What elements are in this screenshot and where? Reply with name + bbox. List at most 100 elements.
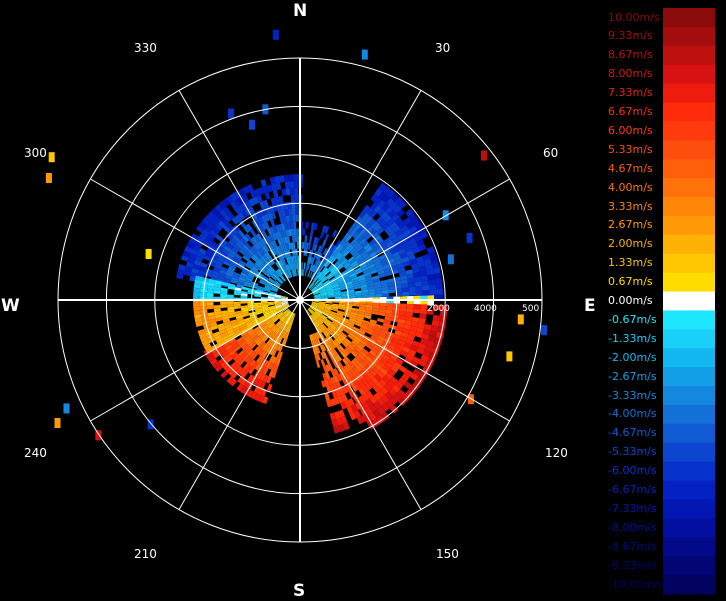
- velocity-bin: [274, 196, 280, 205]
- velocity-bin: [426, 309, 434, 315]
- velocity-bin: [269, 176, 276, 185]
- velocity-bin: [309, 229, 314, 237]
- velocity-bin: [320, 314, 327, 320]
- velocity-bin: [245, 321, 253, 326]
- velocity-bin: [409, 291, 417, 296]
- velocity-bin: [287, 256, 291, 264]
- velocity-bin: [208, 278, 216, 284]
- legend-label: -2.67m/s: [608, 369, 657, 383]
- velocity-bin: [248, 271, 256, 277]
- velocity-bin: [347, 398, 355, 407]
- velocity-bin: [227, 306, 235, 311]
- velocity-bin: [364, 312, 372, 317]
- velocity-bin: [389, 221, 398, 230]
- velocity-bin: [266, 376, 272, 384]
- velocity-bin: [311, 222, 315, 230]
- velocity-bin: [367, 324, 376, 330]
- velocity-bin: [324, 233, 330, 241]
- velocity-bin: [283, 317, 289, 324]
- velocity-bin: [372, 344, 381, 351]
- velocity-bin: [279, 244, 284, 252]
- legend-swatch: [663, 140, 715, 160]
- velocity-bin: [229, 334, 237, 340]
- velocity-bin: [399, 335, 408, 343]
- legend-swatch: [663, 367, 715, 387]
- velocity-bin: [312, 314, 318, 320]
- velocity-bin: [238, 220, 246, 228]
- velocity-bin: [311, 303, 319, 306]
- velocity-bin: [383, 267, 392, 274]
- velocity-bin: [254, 274, 262, 280]
- velocity-bin: [339, 246, 346, 254]
- velocity-bin: [372, 257, 380, 264]
- azimuth-spoke: [299, 178, 510, 301]
- velocity-bin: [288, 326, 292, 334]
- velocity-bin: [283, 339, 288, 346]
- velocity-bin: [363, 243, 371, 250]
- velocity-bin: [238, 368, 246, 376]
- velocity-bin: [237, 279, 245, 284]
- velocity-bin: [379, 308, 387, 313]
- velocity-bin: [262, 343, 268, 351]
- velocity-bin: [418, 265, 427, 272]
- legend-label: -8.00m/s: [608, 520, 657, 534]
- velocity-bin: [281, 223, 286, 231]
- velocity-bin: [364, 355, 373, 362]
- velocity-bin: [220, 293, 228, 298]
- velocity-bin: [386, 218, 395, 226]
- velocity-bin: [195, 321, 203, 327]
- velocity-bin: [366, 282, 375, 287]
- velocity-bin: [238, 349, 246, 357]
- velocity-bin: [279, 322, 285, 330]
- velocity-bin: [274, 232, 280, 240]
- velocity-bin: [278, 223, 283, 232]
- velocity-bin: [324, 226, 330, 234]
- velocity-bin: [338, 307, 346, 311]
- velocity-bin: [232, 342, 240, 350]
- velocity-bin: [251, 236, 258, 244]
- velocity-bin: [328, 343, 335, 350]
- velocity-bin: [391, 337, 400, 344]
- velocity-bin: [317, 317, 324, 324]
- velocity-bin: [285, 243, 290, 251]
- velocity-bin: [254, 293, 262, 296]
- velocity-bin: [284, 325, 289, 332]
- velocity-bin: [322, 248, 328, 255]
- velocity-bin: [336, 336, 343, 343]
- velocity-bin: [270, 348, 276, 356]
- velocity-bin: [373, 260, 382, 267]
- velocity-bin: [323, 310, 330, 315]
- velocity-bin: [319, 325, 325, 332]
- velocity-bin: [192, 263, 201, 270]
- velocity-bin: [289, 215, 293, 223]
- velocity-bin: [265, 283, 272, 288]
- velocity-bin: [233, 244, 241, 252]
- velocity-bin: [397, 397, 407, 407]
- velocity-bin: [285, 264, 290, 272]
- velocity-bin: [273, 364, 279, 372]
- velocity-bin: [340, 401, 347, 410]
- velocity-bin: [341, 393, 348, 402]
- legend-label: 8.67m/s: [608, 48, 653, 62]
- velocity-bin: [372, 418, 381, 427]
- velocity-bin: [389, 340, 398, 348]
- velocity-bin: [281, 244, 286, 252]
- velocity-bin: [281, 303, 289, 306]
- velocity-bin: [392, 225, 401, 233]
- velocity-bin: [336, 354, 343, 362]
- velocity-bin: [309, 306, 316, 311]
- velocity-bin: [322, 331, 328, 338]
- velocity-bin: [385, 309, 393, 314]
- velocity-bin: [421, 367, 430, 376]
- velocity-bin: [368, 218, 376, 226]
- velocity-bin: [334, 317, 342, 322]
- velocity-bin: [290, 194, 295, 202]
- velocity-bin: [312, 265, 317, 273]
- velocity-bin: [226, 242, 234, 250]
- velocity-bin: [235, 366, 243, 374]
- velocity-bin: [253, 243, 260, 251]
- velocity-bin: [329, 256, 335, 263]
- velocity-bin: [389, 201, 399, 210]
- velocity-bin: [350, 311, 358, 316]
- velocity-bin: [247, 273, 255, 278]
